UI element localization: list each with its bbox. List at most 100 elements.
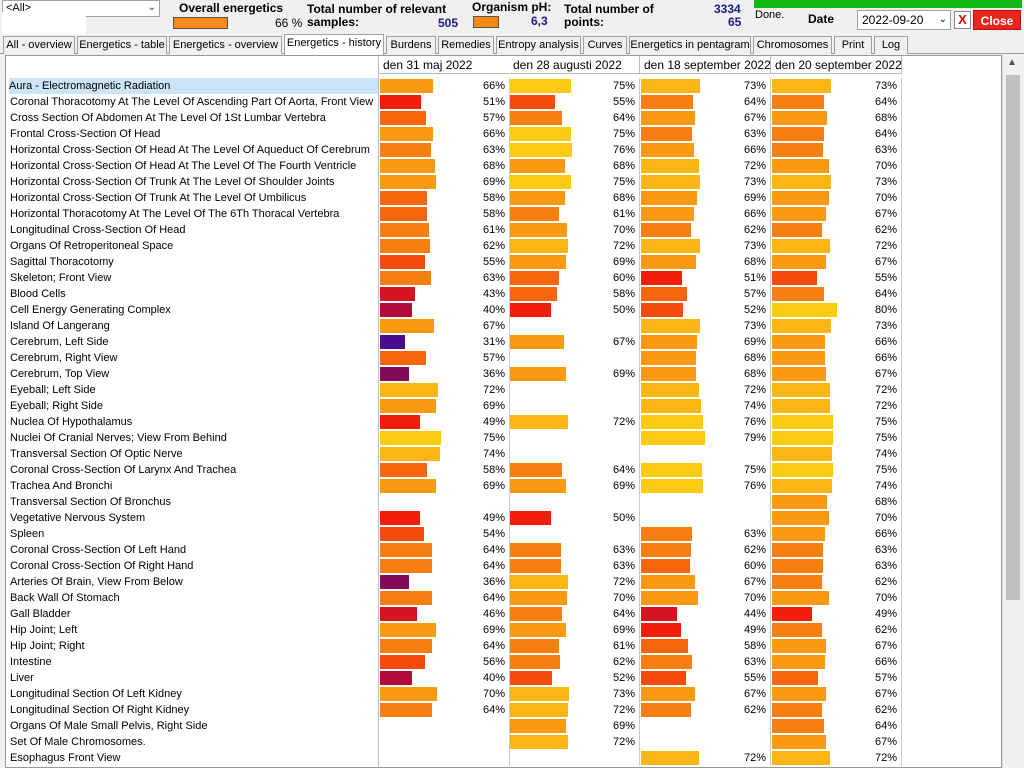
table-cell — [640, 734, 771, 750]
tab-energetics-in-pentagram[interactable]: Energetics in pentagram — [629, 36, 751, 54]
column-header-3[interactable]: den 18 september 2022 — [640, 56, 771, 74]
energy-percent: 62% — [482, 240, 505, 252]
table-row[interactable]: Frontal Cross-Section Of Head 66% 75% 63% 64… — [6, 126, 904, 142]
scroll-up-icon[interactable]: ▲ — [1007, 57, 1017, 68]
energy-bar — [641, 143, 694, 157]
table-row[interactable]: Liver 40% 52% 55% 57% — [6, 670, 904, 686]
table-row[interactable]: Nuclei Of Cranial Nerves; View From Behi… — [6, 430, 904, 446]
tab-energetics-overview[interactable]: Energetics - overview — [169, 36, 282, 54]
tab-burdens[interactable]: Burdens — [386, 36, 436, 54]
column-header-4[interactable]: den 20 september 2022 — [771, 56, 902, 74]
table-row[interactable]: Horizontal Cross-Section Of Head At The … — [6, 158, 904, 174]
table-row[interactable]: Cerebrum, Left Side 31% 67% 69% 66% — [6, 334, 904, 350]
table-row[interactable]: Skeleton; Front View 63% 60% 51% 55% — [6, 270, 904, 286]
tab-all-overview[interactable]: All - overview — [3, 36, 75, 54]
table-row[interactable]: Eyeball; Left Side 72% 72% 72% — [6, 382, 904, 398]
table-row[interactable]: Transversal Section Of Bronchus 68% — [6, 494, 904, 510]
energy-bar — [510, 639, 559, 653]
table-row[interactable]: Blood Cells 43% 58% 57% 64% — [6, 286, 904, 302]
table-cell — [379, 750, 510, 766]
energy-bar — [772, 511, 829, 525]
energy-percent: 64% — [612, 464, 635, 476]
table-row[interactable]: Gall Bladder 46% 64% 44% 49% — [6, 606, 904, 622]
energy-percent: 67% — [743, 112, 766, 124]
table-row[interactable]: Horizontal Cross-Section Of Trunk At The… — [6, 190, 904, 206]
tab-remedies[interactable]: Remedies — [438, 36, 494, 54]
clear-date-button[interactable]: X — [954, 11, 971, 29]
table-row[interactable]: Eyeball; Right Side 69% 74% 72% — [6, 398, 904, 414]
energy-bar — [641, 351, 696, 365]
energy-percent: 67% — [743, 688, 766, 700]
table-row[interactable]: Spleen 54% 63% 66% — [6, 526, 904, 542]
energy-bar — [380, 399, 436, 413]
date-select[interactable]: 2022-09-20 ⌄ — [857, 10, 951, 30]
table-row[interactable]: Horizontal Cross-Section Of Trunk At The… — [6, 174, 904, 190]
table-row[interactable]: Coronal Cross-Section Of Left Hand 64% 63%… — [6, 542, 904, 558]
table-row[interactable]: Hip Joint; Right 64% 61% 58% 67% — [6, 638, 904, 654]
table-row[interactable]: Set Of Male Chromosomes. 72% 67% — [6, 734, 904, 750]
table-row[interactable]: Arteries Of Brain, View From Below 36% 72%… — [6, 574, 904, 590]
table-row[interactable]: Sagittal Thoracotomy 55% 69% 68% 67% — [6, 254, 904, 270]
table-row[interactable]: Cross Section Of Abdomen At The Level Of… — [6, 110, 904, 126]
relevant-samples-label-2: samples: — [307, 15, 360, 29]
table-row[interactable]: Longitudinal Section Of Left Kidney 70% 73… — [6, 686, 904, 702]
tab-energetics-history[interactable]: Energetics - history — [284, 34, 384, 55]
energy-percent: 46% — [482, 608, 505, 620]
table-cell: 64% — [509, 606, 640, 622]
table-row[interactable]: Intestine 56% 62% 63% 66% — [6, 654, 904, 670]
column-header-1[interactable]: den 31 maj 2022 — [379, 56, 510, 74]
table-row[interactable]: Longitudinal Section Of Right Kidney 64% 7… — [6, 702, 904, 718]
energy-percent: 67% — [874, 688, 897, 700]
table-cell: 70% — [379, 686, 510, 702]
table-row[interactable]: Esophagus Front View 72% 72% — [6, 750, 904, 766]
table-row[interactable]: Nuclea Of Hypothalamus 49% 72% 76% 75% — [6, 414, 904, 430]
energy-bar — [380, 143, 431, 157]
energy-bar — [641, 95, 693, 109]
table-row[interactable]: Trachea And Bronchi 69% 69% 76% 74% — [6, 478, 904, 494]
table-row[interactable]: Aura - Electromagnetic Radiation 66% 75% 73… — [6, 78, 904, 94]
table-cell: 76% — [640, 478, 771, 494]
energy-percent: 63% — [612, 560, 635, 572]
table-row[interactable]: Cerebrum, Top View 36% 69% 68% 67% — [6, 366, 904, 382]
energy-percent: 57% — [482, 352, 505, 364]
energy-percent: 67% — [743, 576, 766, 588]
energy-percent: 44% — [743, 608, 766, 620]
tab-energetics-table[interactable]: Energetics - table — [77, 36, 167, 54]
scrollbar-thumb[interactable] — [1006, 75, 1020, 600]
tab-log[interactable]: Log — [874, 36, 908, 54]
table-row[interactable]: Coronal Cross-Section Of Larynx And Trac… — [6, 462, 904, 478]
energy-bar — [772, 111, 827, 125]
tab-print[interactable]: Print — [834, 36, 872, 54]
row-name: Sagittal Thoracotomy — [10, 256, 114, 268]
table-row[interactable]: Transversal Section Of Optic Nerve 74% 74% — [6, 446, 904, 462]
energy-percent: 64% — [482, 544, 505, 556]
table-row[interactable]: Coronal Thoracotomy At The Level Of Asce… — [6, 94, 904, 110]
energy-bar — [641, 287, 687, 301]
tab-entropy-analysis[interactable]: Entropy analysis — [496, 36, 581, 54]
table-cell: 67% — [771, 734, 902, 750]
close-button[interactable]: Close — [973, 10, 1021, 30]
table-row[interactable]: Cell Energy Generating Complex 40% 50% 52% 8… — [6, 302, 904, 318]
tab-chromosomes[interactable]: Chromosomes — [753, 36, 832, 54]
table-row[interactable]: Hip Joint; Left 69% 69% 49% 62% — [6, 622, 904, 638]
table-row[interactable]: Longitudinal Cross-Section Of Head 61% 70%… — [6, 222, 904, 238]
table-cell: 63% — [379, 142, 510, 158]
table-row[interactable]: Coronal Cross-Section Of Right Hand 64% 63… — [6, 558, 904, 574]
table-cell: 62% — [771, 622, 902, 638]
table-row[interactable]: Horizontal Thoracotomy At The Level Of T… — [6, 206, 904, 222]
table-cell: 75% — [379, 430, 510, 446]
table-row[interactable]: Organs Of Male Small Pelvis, Right Side 6… — [6, 718, 904, 734]
table-cell: 58% — [379, 206, 510, 222]
column-header-2[interactable]: den 28 augusti 2022 — [509, 56, 640, 74]
table-row[interactable]: Cerebrum, Right View 57% 68% 66% — [6, 350, 904, 366]
table-row[interactable]: Organs Of Retroperitoneal Space 62% 72% 73%… — [6, 238, 904, 254]
row-name: Longitudinal Section Of Left Kidney — [10, 688, 182, 700]
table-row[interactable]: Back Wall Of Stomach 64% 70% 70% 70% — [6, 590, 904, 606]
table-row[interactable]: Vegetative Nervous System 49% 50% 70% — [6, 510, 904, 526]
table-row[interactable]: Island Of Langerang 67% 73% 73% — [6, 318, 904, 334]
row-name: Hip Joint; Left — [10, 624, 78, 636]
vertical-scrollbar[interactable]: ▲ — [1002, 55, 1022, 768]
table-cell: 67% — [771, 254, 902, 270]
tab-curves[interactable]: Curves — [583, 36, 627, 54]
table-row[interactable]: Horizontal Cross-Section Of Head At The … — [6, 142, 904, 158]
